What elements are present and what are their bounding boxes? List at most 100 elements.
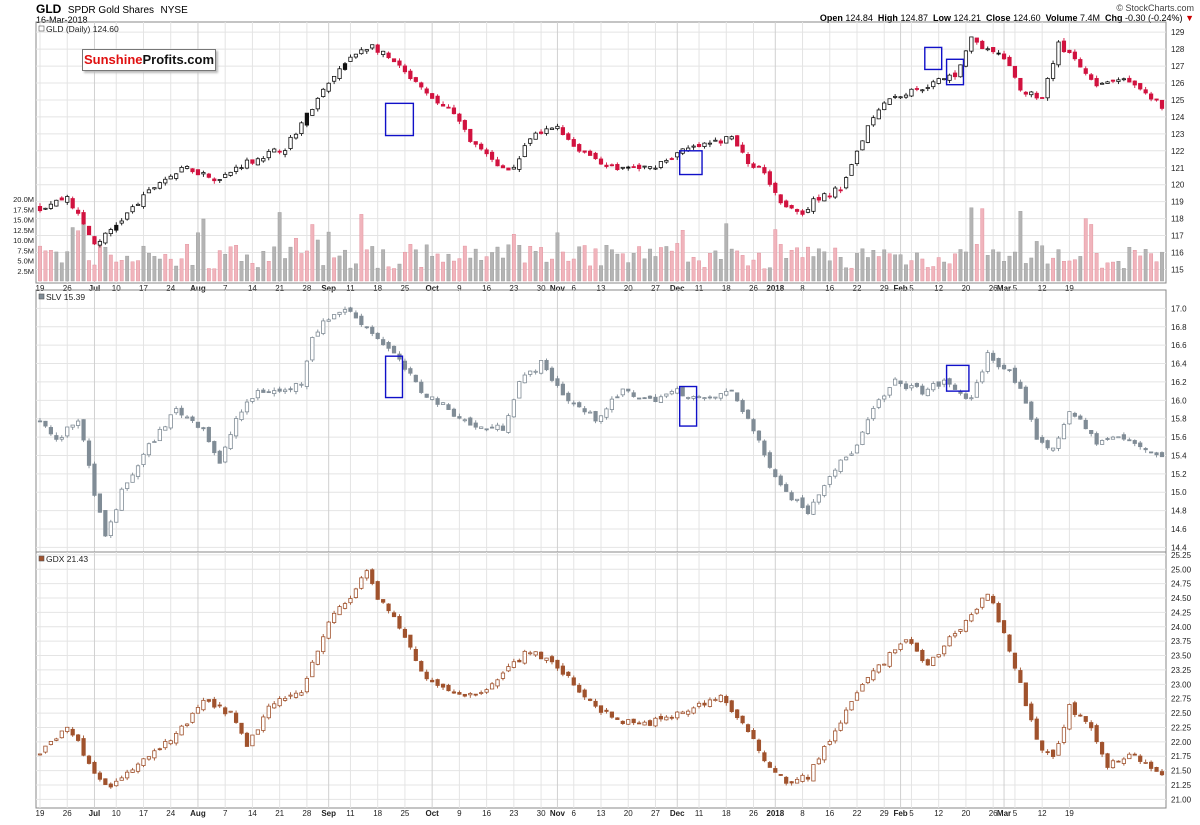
volume-tick-label: 7.5M [17,246,34,255]
candle-body [1078,59,1083,68]
candle-body [266,391,271,394]
x-tick-label: 12 [934,809,943,818]
candle-body [272,390,277,394]
x-tick-label: 18 [722,809,731,818]
candle-body [1143,89,1148,94]
candle-body [70,424,75,428]
candle-body [261,158,266,162]
volume-bar [54,251,59,282]
volume-bar [179,258,184,282]
volume-bar [517,245,522,282]
candle-body [310,661,315,678]
candle-body [593,700,598,707]
volume-bar [942,261,947,282]
volume-bar [217,250,222,282]
candle-body [141,194,146,208]
candle-body [81,212,86,225]
volume-bar [163,254,168,282]
volume-bar [844,267,848,282]
candle-body [811,764,816,782]
candle-body [326,621,331,639]
y-tick-label: 23.25 [1171,666,1192,675]
candle-body [337,68,342,79]
volume-bar [354,263,358,282]
volume-bar [283,258,287,282]
candle-body [266,151,271,159]
close-value: 124.60 [1013,13,1041,23]
volume-bar [1007,255,1012,282]
y-tick-label: 16.4 [1171,360,1187,369]
volume-bar [604,245,609,282]
candle-body [277,150,282,153]
volume-bar [76,230,81,282]
candle-body [969,614,974,622]
candle-body [1094,433,1099,445]
candle-body [141,758,146,766]
candle-body [332,314,337,320]
candle-body [882,102,887,111]
candle-body [860,431,865,445]
volume-bar [446,253,451,282]
annotation-box [678,150,703,176]
candle-body [228,434,233,450]
candle-body [800,774,805,782]
close-label: Close [986,13,1011,23]
volume-bar [136,260,140,282]
x-tick-label: 26 [63,809,72,818]
candle-body [435,679,440,686]
candle-body [1029,703,1034,721]
candle-body [342,309,348,313]
y-tick-label: 14.6 [1171,525,1187,534]
y-tick-label: 23.75 [1171,637,1192,646]
panel-gdx [35,551,1167,809]
volume-bar [495,246,500,282]
volume-bar [697,260,701,282]
volume-bar [266,261,271,282]
candle-body [65,426,70,437]
volume-bar [822,251,827,282]
candle-body [751,730,756,740]
volume-bar [571,258,576,282]
candle-body [887,652,892,667]
y-tick-label: 118 [1171,215,1184,224]
candle-body [321,636,326,653]
candle-body [391,345,397,354]
candle-body [255,729,260,735]
candle-body [675,152,680,158]
candle-body [604,408,609,418]
candle-body [653,396,658,403]
volume-bar [479,259,484,282]
candle-body [1110,436,1116,440]
x-tick-label: 26 [989,809,998,818]
volume-bar [386,266,391,282]
candle-body [1050,749,1056,757]
candle-body [729,700,734,712]
candle-body [282,389,288,392]
y-tick-label: 14.8 [1171,507,1187,516]
chart-panels: 1151161171181191201211221231241251261271… [13,21,1192,818]
candle-body [212,178,217,182]
candle-body [228,710,233,713]
candle-body [996,603,1001,623]
x-tick-label: 18 [373,809,382,818]
candle-body [642,721,647,726]
candle-body [724,136,729,144]
candle-body [1094,78,1099,87]
candle-body [1040,437,1045,443]
candle-body [484,689,489,693]
volume-bar [152,256,157,282]
candle-body [250,734,255,747]
candle-body [223,707,228,715]
candle-body [691,707,696,714]
candle-body [1012,65,1018,78]
candle-body [250,398,255,402]
y-tick-label: 122 [1171,147,1185,156]
candle-body [555,659,560,669]
volume-bar [1072,259,1077,282]
candle-body [549,127,555,130]
x-tick-label: 19 [36,284,45,293]
candle-body [735,392,740,402]
candle-body [1094,725,1099,743]
volume-bar [1105,262,1110,282]
x-tick-label: 13 [597,284,606,293]
